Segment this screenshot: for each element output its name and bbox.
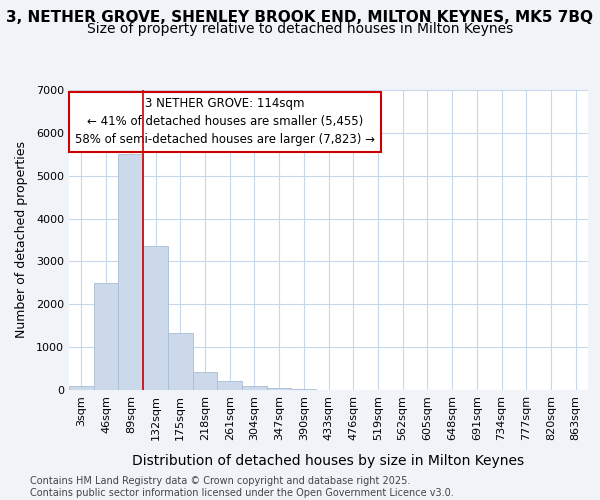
Bar: [69, 386, 94, 390]
Bar: [267, 388, 292, 390]
Text: Size of property relative to detached houses in Milton Keynes: Size of property relative to detached ho…: [87, 22, 513, 36]
Bar: [292, 389, 316, 390]
Bar: [168, 334, 193, 390]
Bar: [242, 386, 267, 390]
X-axis label: Distribution of detached houses by size in Milton Keynes: Distribution of detached houses by size …: [133, 454, 524, 468]
Text: 3, NETHER GROVE, SHENLEY BROOK END, MILTON KEYNES, MK5 7BQ: 3, NETHER GROVE, SHENLEY BROOK END, MILT…: [7, 10, 593, 25]
Text: 3 NETHER GROVE: 114sqm
← 41% of detached houses are smaller (5,455)
58% of semi-: 3 NETHER GROVE: 114sqm ← 41% of detached…: [74, 98, 374, 146]
Bar: [94, 283, 118, 390]
Y-axis label: Number of detached properties: Number of detached properties: [14, 142, 28, 338]
Bar: [118, 154, 143, 390]
Bar: [217, 380, 242, 390]
Bar: [193, 372, 217, 390]
Bar: [143, 246, 168, 390]
Text: Contains HM Land Registry data © Crown copyright and database right 2025.
Contai: Contains HM Land Registry data © Crown c…: [30, 476, 454, 498]
